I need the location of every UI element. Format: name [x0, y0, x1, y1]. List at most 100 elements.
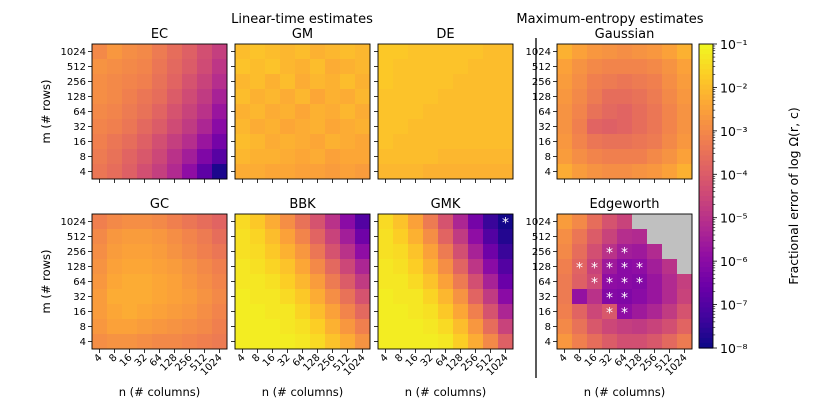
colorbar-segment	[699, 302, 713, 309]
heatmap-cell	[250, 274, 266, 290]
heatmap-cell	[572, 59, 588, 75]
heatmap-cell	[250, 229, 266, 245]
heatmap-cell	[557, 119, 573, 135]
heatmap-cell	[295, 289, 311, 305]
heatmap-cell	[197, 289, 213, 305]
heatmap-cell	[310, 134, 326, 150]
heatmap-cell	[453, 229, 469, 245]
heatmap-cell	[182, 134, 198, 150]
heatmap-cell	[617, 244, 633, 260]
heatmap-cell	[632, 319, 648, 335]
heatmap-cell	[662, 274, 678, 290]
heatmap-cell	[152, 164, 168, 180]
heatmap-cell	[137, 59, 153, 75]
colorbar-segment	[699, 266, 713, 273]
heatmap-cell	[498, 44, 514, 60]
heatmap-cell	[92, 104, 108, 120]
heatmap-cell	[92, 134, 108, 150]
y-tick-label: 4	[80, 167, 86, 178]
heatmap-cell	[408, 274, 424, 290]
heatmap-cell	[572, 334, 588, 350]
heatmap-cell	[438, 104, 454, 120]
heatmap-cell	[393, 59, 409, 75]
heatmap-cell	[212, 304, 228, 320]
heatmap-cell	[122, 89, 138, 105]
heatmap-cell	[662, 319, 678, 335]
heatmap-cell	[647, 104, 663, 120]
heatmap-cell	[438, 214, 454, 230]
heatmap-cell	[250, 44, 266, 60]
heatmap-cell	[602, 119, 618, 135]
y-tick-label: 32	[538, 122, 551, 133]
y-tick-label: 256	[67, 77, 86, 88]
heatmap-cell	[423, 164, 439, 180]
heatmap-cell	[212, 274, 228, 290]
heatmap-cell	[280, 244, 296, 260]
heatmap-cell	[340, 229, 356, 245]
heatmap-cell	[677, 134, 693, 150]
x-tick-label: 4	[378, 352, 390, 364]
heatmap-cell	[378, 304, 394, 320]
heatmap-cell	[92, 304, 108, 320]
heatmap-cell	[677, 259, 693, 275]
heatmap-cell	[572, 274, 588, 290]
heatmap-cell	[265, 334, 281, 350]
star-marker: *	[621, 276, 628, 292]
heatmap-cell	[295, 119, 311, 135]
heatmap-cell	[632, 214, 648, 230]
heatmap-cell	[468, 119, 484, 135]
heatmap-cell	[602, 259, 618, 275]
heatmap-cell	[393, 289, 409, 305]
heatmap-cell	[677, 149, 693, 165]
heatmap-cell	[250, 59, 266, 75]
colorbar-segment	[699, 221, 713, 227]
y-tick-label: 128	[67, 92, 86, 103]
heatmap-cell	[393, 244, 409, 260]
y-tick-label: 128	[532, 92, 551, 103]
heatmap-cell	[393, 229, 409, 245]
colorbar-segment	[699, 307, 713, 314]
heatmap-cell	[498, 259, 514, 275]
heatmap-cell	[212, 214, 228, 230]
heatmap-cell	[677, 119, 693, 135]
heatmap-cell	[295, 319, 311, 335]
heatmap-cell	[617, 104, 633, 120]
heatmap-cell	[167, 119, 183, 135]
colorbar-segment	[699, 99, 713, 106]
heatmap-cell	[587, 259, 603, 275]
colorbar-segment	[699, 94, 713, 101]
heatmap-cell	[137, 259, 153, 275]
heatmap-cell	[197, 214, 213, 230]
y-tick-label: 512	[532, 232, 551, 243]
heatmap-cell	[107, 89, 123, 105]
heatmap-cell	[212, 119, 228, 135]
colorbar-segment	[699, 84, 713, 91]
heatmap-cell	[355, 89, 371, 105]
heatmap-cell	[617, 274, 633, 290]
y-tick-label: 256	[532, 77, 551, 88]
heatmap-cell	[167, 89, 183, 105]
heatmap-cell	[355, 164, 371, 180]
star-marker: *	[606, 276, 613, 292]
heatmap-cell	[152, 319, 168, 335]
heatmap-cell	[92, 319, 108, 335]
y-tick-label: 64	[73, 107, 86, 118]
heatmap-cell	[483, 214, 499, 230]
heatmap-cell	[122, 149, 138, 165]
heatmap-cell	[212, 59, 228, 75]
heatmap-cell	[408, 259, 424, 275]
heatmap-cell	[378, 244, 394, 260]
colorbar-segment	[699, 251, 713, 258]
heatmap-cell	[250, 304, 266, 320]
y-tick-label: 8	[80, 322, 86, 333]
heatmap-cell	[325, 104, 341, 120]
heatmap-cell	[677, 59, 693, 75]
heatmap-cell	[250, 104, 266, 120]
heatmap-cell	[617, 334, 633, 350]
colorbar-tick-label: 10⁻³	[720, 124, 748, 139]
heatmap-cell	[122, 44, 138, 60]
heatmap-cell	[122, 244, 138, 260]
heatmap-cell	[197, 319, 213, 335]
heatmap-cell	[235, 289, 251, 305]
